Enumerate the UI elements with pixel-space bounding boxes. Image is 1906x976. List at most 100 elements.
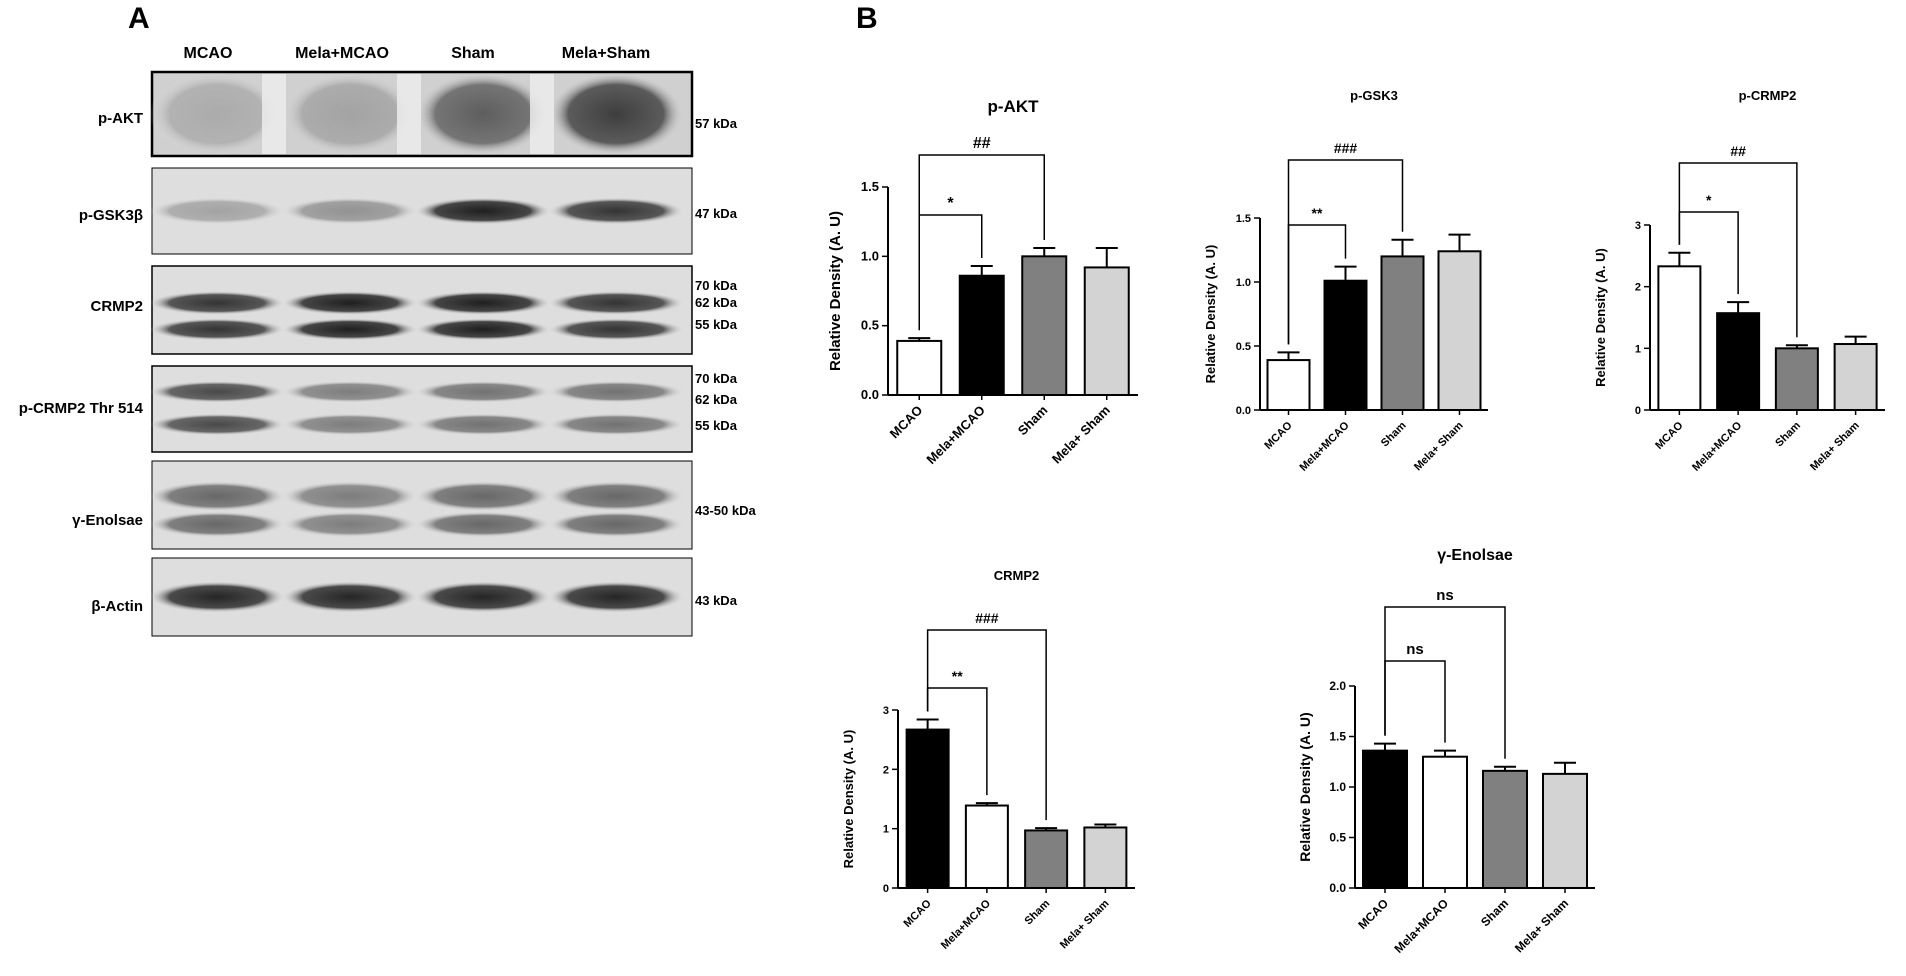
y-tick-label: 2 bbox=[1635, 282, 1641, 294]
panel-a-letter: A bbox=[128, 2, 150, 35]
y-tick-label: 0.5 bbox=[1236, 341, 1251, 353]
bar bbox=[1716, 312, 1761, 411]
blot-band bbox=[415, 481, 551, 512]
x-tick-label: Mela+MCAO bbox=[1391, 896, 1451, 956]
blot-3: p-CRMP2 Thr 514 70 kDa 62 kDa 55 kDa bbox=[19, 365, 738, 453]
blot-band bbox=[149, 380, 285, 403]
bar-chart-1: p-GSK3 Relative Density (A. U) 0.0 0.5 1.0 1.… bbox=[1203, 88, 1488, 474]
blot-band bbox=[548, 72, 684, 156]
bar bbox=[1774, 347, 1819, 412]
blot-band bbox=[415, 72, 551, 156]
x-tick-label: Mela+MCAO bbox=[1298, 419, 1352, 473]
bar-chart-2: p-CRMP2 Relative Density (A. U) 0 1 2 3 MCAO Me… bbox=[1593, 88, 1885, 474]
blot-band bbox=[548, 197, 684, 225]
bar-chart-4: γ-Enolsae Relative Density (A. U) 0.0 0.5 1.… bbox=[1297, 547, 1595, 956]
x-tick-label: Mela+MCAO bbox=[923, 403, 988, 468]
x-tick-label: MCAO bbox=[901, 897, 934, 930]
x-tick-label: Mela+MCAO bbox=[1690, 419, 1744, 473]
blot-band bbox=[415, 581, 551, 613]
molecular-weight-marker: 62 kDa bbox=[695, 392, 738, 407]
bar bbox=[1437, 250, 1482, 411]
y-tick-label: 1.5 bbox=[861, 179, 879, 194]
significance-label: ### bbox=[1334, 140, 1358, 156]
blot-protein-label: γ-Enolsae bbox=[72, 512, 143, 529]
bar bbox=[1083, 266, 1130, 396]
bar bbox=[1542, 772, 1588, 889]
y-tick-label: 0 bbox=[1635, 405, 1641, 417]
blot-band bbox=[282, 581, 418, 613]
lane-gap bbox=[530, 74, 554, 154]
y-axis-label: Relative Density (A. U) bbox=[1203, 245, 1218, 384]
y-tick-label: 1 bbox=[1635, 343, 1641, 355]
y-tick-label: 2.0 bbox=[1329, 679, 1346, 693]
blot-band bbox=[149, 291, 285, 315]
chart-title: p-CRMP2 bbox=[1739, 88, 1797, 103]
x-tick-label: Sham bbox=[1773, 419, 1803, 449]
y-tick-label: 3 bbox=[883, 705, 889, 717]
blot-band bbox=[149, 72, 285, 156]
blot-band bbox=[282, 413, 418, 436]
x-tick-label: Mela+MCAO bbox=[939, 897, 993, 951]
bar bbox=[1024, 829, 1069, 889]
blot-protein-label: CRMP2 bbox=[90, 298, 143, 315]
blot-4: γ-Enolsae 43-50 kDa bbox=[72, 460, 756, 550]
blot-protein-label: p-CRMP2 Thr 514 bbox=[19, 400, 144, 417]
bar bbox=[1380, 255, 1425, 411]
blot-band bbox=[149, 481, 285, 512]
molecular-weight-marker: 47 kDa bbox=[695, 206, 738, 221]
bar bbox=[1021, 255, 1068, 397]
chart-title: p-GSK3 bbox=[1350, 88, 1398, 103]
significance-label: ** bbox=[1312, 205, 1323, 221]
x-tick-label: Mela+ Sham bbox=[1058, 897, 1112, 951]
panel-a-western-blots: A MCAO Mela+MCAO Sham Mela+Sham p-AKT 57 kDa… bbox=[19, 2, 756, 637]
bar bbox=[896, 339, 943, 397]
molecular-weight-marker: 43-50 kDa bbox=[695, 503, 756, 518]
blot-band bbox=[282, 481, 418, 512]
blot-band bbox=[282, 72, 418, 156]
blot-strips: p-AKT 57 kDa p-GSK3β 47 kDa CRMP2 70 kDa 62 kD… bbox=[19, 70, 756, 637]
y-tick-label: 0.0 bbox=[1329, 881, 1346, 895]
blot-band bbox=[149, 511, 285, 538]
y-tick-label: 3 bbox=[1635, 220, 1641, 232]
y-axis-label: Relative Density (A. U) bbox=[1593, 248, 1608, 387]
blot-band bbox=[415, 511, 551, 538]
significance-bracket bbox=[1678, 162, 1798, 338]
lane-label: Mela+Sham bbox=[562, 45, 650, 62]
blot-band bbox=[149, 318, 285, 341]
bar bbox=[1083, 826, 1128, 889]
significance-label: ### bbox=[975, 610, 999, 626]
blot-2: CRMP2 70 kDa 62 kDa 55 kDa bbox=[90, 265, 738, 355]
y-tick-label: 0.5 bbox=[861, 318, 879, 333]
y-tick-label: 0 bbox=[883, 883, 889, 895]
y-tick-label: 1.5 bbox=[1236, 213, 1251, 225]
x-tick-label: MCAO bbox=[1355, 896, 1391, 932]
significance-label: ## bbox=[973, 135, 991, 152]
molecular-weight-marker: 55 kDa bbox=[695, 317, 738, 332]
blot-band bbox=[282, 197, 418, 225]
molecular-weight-marker: 70 kDa bbox=[695, 371, 738, 386]
lane-gap bbox=[397, 74, 421, 154]
bar bbox=[1482, 769, 1528, 890]
bar bbox=[1833, 343, 1878, 411]
x-tick-label: MCAO bbox=[1262, 419, 1295, 452]
x-tick-label: Sham bbox=[1015, 403, 1051, 439]
blot-band bbox=[548, 413, 684, 436]
bar bbox=[1422, 755, 1468, 890]
bar bbox=[1323, 279, 1368, 411]
y-tick-label: 1.5 bbox=[1329, 730, 1346, 744]
x-tick-label: MCAO bbox=[887, 403, 926, 442]
blot-band bbox=[548, 380, 684, 403]
significance-bracket bbox=[1384, 660, 1446, 743]
significance-label: ## bbox=[1730, 143, 1746, 159]
blot-band bbox=[149, 413, 285, 436]
blot-band bbox=[282, 318, 418, 341]
blot-band bbox=[282, 380, 418, 403]
y-tick-label: 1.0 bbox=[1329, 780, 1346, 794]
molecular-weight-marker: 57 kDa bbox=[695, 116, 738, 131]
x-tick-label: Mela+ Sham bbox=[1412, 419, 1466, 473]
x-tick-label: MCAO bbox=[1653, 419, 1686, 452]
x-tick-label: Mela+ Sham bbox=[1512, 896, 1571, 955]
blot-1: p-GSK3β 47 kDa bbox=[79, 167, 738, 255]
